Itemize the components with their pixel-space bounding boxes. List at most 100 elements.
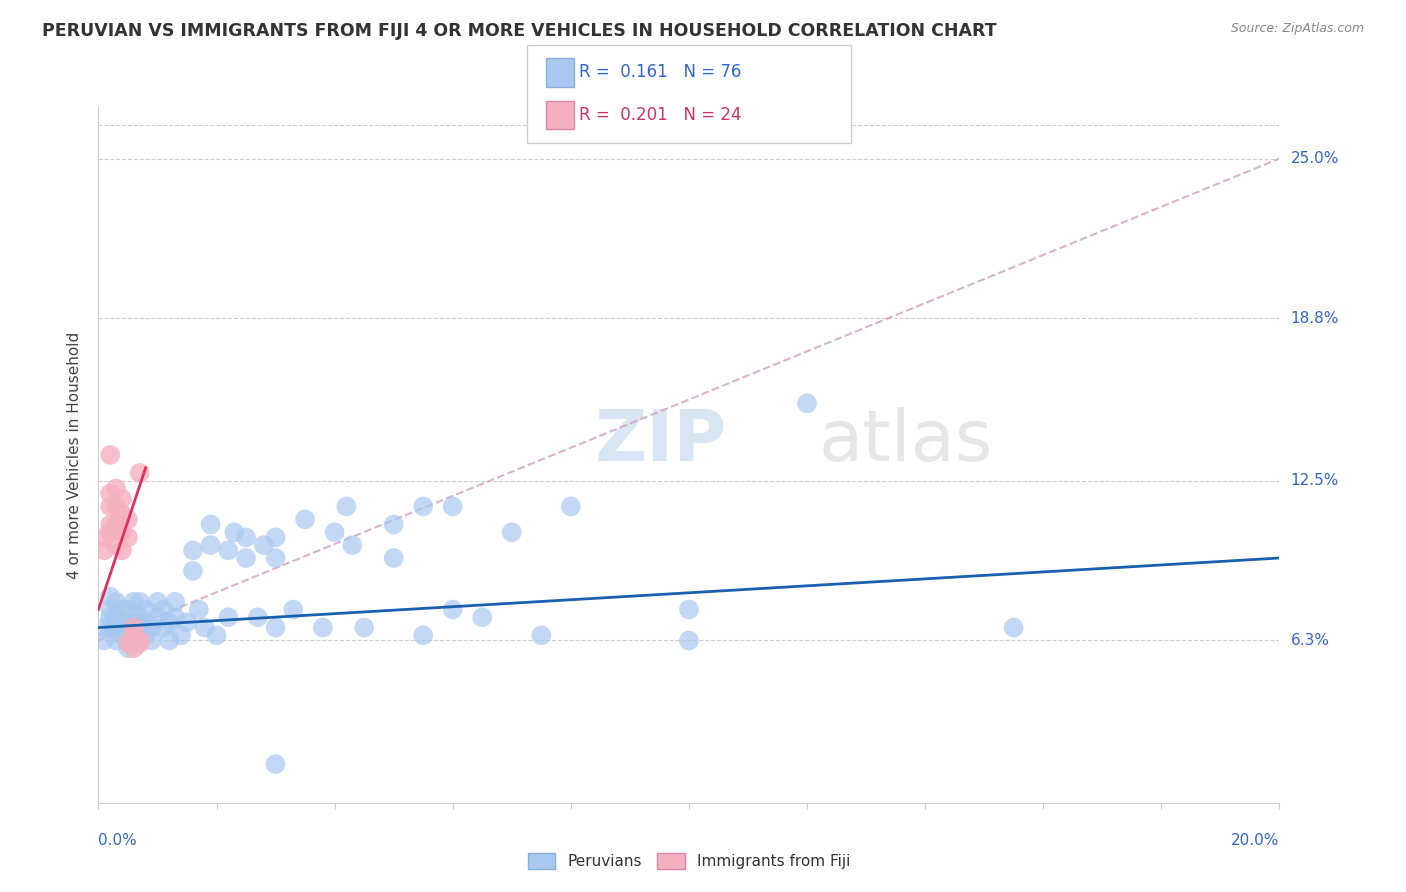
Point bbox=[501, 525, 523, 540]
Point bbox=[264, 621, 287, 635]
Point bbox=[117, 641, 139, 656]
Text: PERUVIAN VS IMMIGRANTS FROM FIJI 4 OR MORE VEHICLES IN HOUSEHOLD CORRELATION CHA: PERUVIAN VS IMMIGRANTS FROM FIJI 4 OR MO… bbox=[42, 22, 997, 40]
Text: 25.0%: 25.0% bbox=[1291, 151, 1339, 166]
Point bbox=[165, 610, 187, 624]
Point bbox=[441, 500, 464, 514]
Point bbox=[98, 610, 121, 624]
Point bbox=[412, 500, 434, 514]
Point bbox=[678, 633, 700, 648]
Point bbox=[93, 543, 115, 558]
Text: 6.3%: 6.3% bbox=[1291, 633, 1330, 648]
Point bbox=[105, 621, 128, 635]
Point bbox=[128, 633, 150, 648]
Point bbox=[128, 466, 150, 480]
Point bbox=[342, 538, 364, 552]
Point bbox=[1002, 621, 1025, 635]
Point bbox=[111, 543, 134, 558]
Point bbox=[335, 500, 357, 514]
Point bbox=[128, 633, 150, 648]
Point bbox=[98, 486, 121, 500]
Point bbox=[122, 641, 145, 656]
Point bbox=[796, 396, 818, 410]
Point bbox=[98, 448, 121, 462]
Text: 20.0%: 20.0% bbox=[1232, 833, 1279, 848]
Point bbox=[135, 615, 157, 630]
Point bbox=[187, 602, 209, 616]
Point bbox=[135, 602, 157, 616]
Point bbox=[128, 595, 150, 609]
Point bbox=[264, 530, 287, 544]
Point bbox=[382, 551, 405, 566]
Point bbox=[146, 595, 169, 609]
Point bbox=[323, 525, 346, 540]
Point bbox=[181, 564, 204, 578]
Point bbox=[117, 621, 139, 635]
Text: Source: ZipAtlas.com: Source: ZipAtlas.com bbox=[1230, 22, 1364, 36]
Point bbox=[181, 543, 204, 558]
Point bbox=[105, 500, 128, 514]
Point bbox=[105, 482, 128, 496]
Point bbox=[382, 517, 405, 532]
Point bbox=[235, 530, 257, 544]
Point bbox=[200, 517, 222, 532]
Point bbox=[264, 757, 287, 772]
Point bbox=[530, 628, 553, 642]
Point bbox=[152, 621, 174, 635]
Text: 12.5%: 12.5% bbox=[1291, 473, 1339, 488]
Y-axis label: 4 or more Vehicles in Household: 4 or more Vehicles in Household bbox=[67, 331, 83, 579]
Point bbox=[246, 610, 269, 624]
Point bbox=[294, 512, 316, 526]
Point bbox=[111, 615, 134, 630]
Text: R =  0.161   N = 76: R = 0.161 N = 76 bbox=[579, 63, 741, 81]
Text: R =  0.201   N = 24: R = 0.201 N = 24 bbox=[579, 106, 742, 124]
Point bbox=[93, 633, 115, 648]
Point bbox=[283, 602, 305, 616]
Point bbox=[264, 551, 287, 566]
Point bbox=[98, 621, 121, 635]
Point bbox=[441, 602, 464, 616]
Point bbox=[135, 628, 157, 642]
Point bbox=[105, 538, 128, 552]
Point bbox=[105, 595, 128, 609]
Legend: Peruvians, Immigrants from Fiji: Peruvians, Immigrants from Fiji bbox=[522, 847, 856, 875]
Point bbox=[157, 633, 180, 648]
Point bbox=[98, 602, 121, 616]
Point bbox=[217, 610, 239, 624]
Point bbox=[200, 538, 222, 552]
Point bbox=[205, 628, 228, 642]
Point bbox=[122, 628, 145, 642]
Point bbox=[122, 621, 145, 635]
Point bbox=[217, 543, 239, 558]
Point bbox=[111, 525, 134, 540]
Point bbox=[111, 491, 134, 506]
Point bbox=[141, 633, 163, 648]
Text: 18.8%: 18.8% bbox=[1291, 310, 1339, 326]
Point bbox=[157, 615, 180, 630]
Point bbox=[98, 525, 121, 540]
Point bbox=[128, 610, 150, 624]
Point bbox=[117, 512, 139, 526]
Text: 0.0%: 0.0% bbox=[98, 833, 138, 848]
Point bbox=[93, 530, 115, 544]
Point bbox=[176, 615, 198, 630]
Point bbox=[122, 628, 145, 642]
Point bbox=[122, 615, 145, 630]
Point bbox=[128, 636, 150, 650]
Point bbox=[471, 610, 494, 624]
Point bbox=[111, 507, 134, 521]
Point bbox=[224, 525, 246, 540]
Point bbox=[98, 500, 121, 514]
Point bbox=[146, 610, 169, 624]
Point bbox=[235, 551, 257, 566]
Point bbox=[98, 517, 121, 532]
Point bbox=[170, 628, 193, 642]
Text: atlas: atlas bbox=[818, 407, 993, 475]
Point bbox=[98, 590, 121, 604]
Point bbox=[678, 602, 700, 616]
Point bbox=[165, 595, 187, 609]
Point bbox=[117, 602, 139, 616]
Point bbox=[253, 538, 276, 552]
Text: ZIP: ZIP bbox=[595, 407, 727, 475]
Point bbox=[122, 595, 145, 609]
Point bbox=[152, 602, 174, 616]
